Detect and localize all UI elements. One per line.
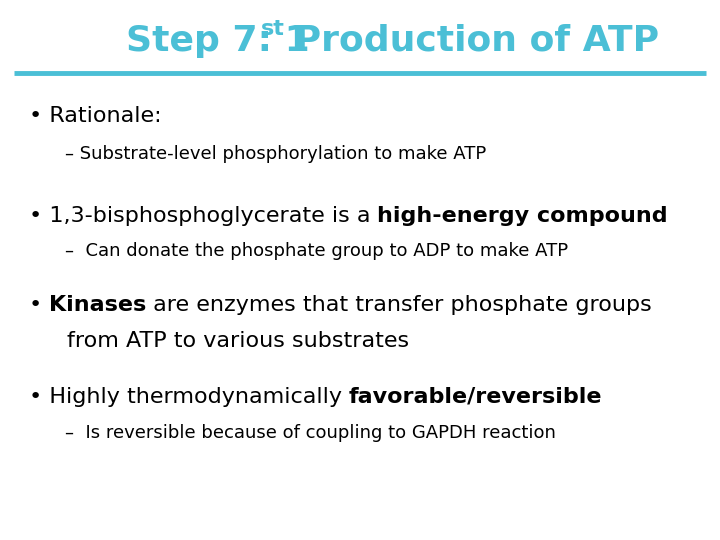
Text: high-energy compound: high-energy compound	[377, 206, 668, 226]
Text: Production of ATP: Production of ATP	[282, 24, 660, 57]
Text: favorable/reversible: favorable/reversible	[349, 387, 603, 407]
Text: from ATP to various substrates: from ATP to various substrates	[67, 331, 409, 352]
Text: are enzymes that transfer phosphate groups: are enzymes that transfer phosphate grou…	[146, 295, 652, 315]
Text: •: •	[29, 295, 49, 315]
Text: –  Is reversible because of coupling to GAPDH reaction: – Is reversible because of coupling to G…	[65, 424, 556, 442]
Text: • Highly thermodynamically: • Highly thermodynamically	[29, 387, 349, 407]
Text: • 1,3-bisphosphoglycerate is a: • 1,3-bisphosphoglycerate is a	[29, 206, 377, 226]
Text: • Rationale:: • Rationale:	[29, 106, 161, 126]
Text: st: st	[261, 18, 284, 39]
Text: Step 7: 1: Step 7: 1	[126, 24, 310, 57]
Text: Kinases: Kinases	[49, 295, 146, 315]
Text: –  Can donate the phosphate group to ADP to make ATP: – Can donate the phosphate group to ADP …	[65, 242, 568, 260]
Text: – Substrate-level phosphorylation to make ATP: – Substrate-level phosphorylation to mak…	[65, 145, 486, 163]
